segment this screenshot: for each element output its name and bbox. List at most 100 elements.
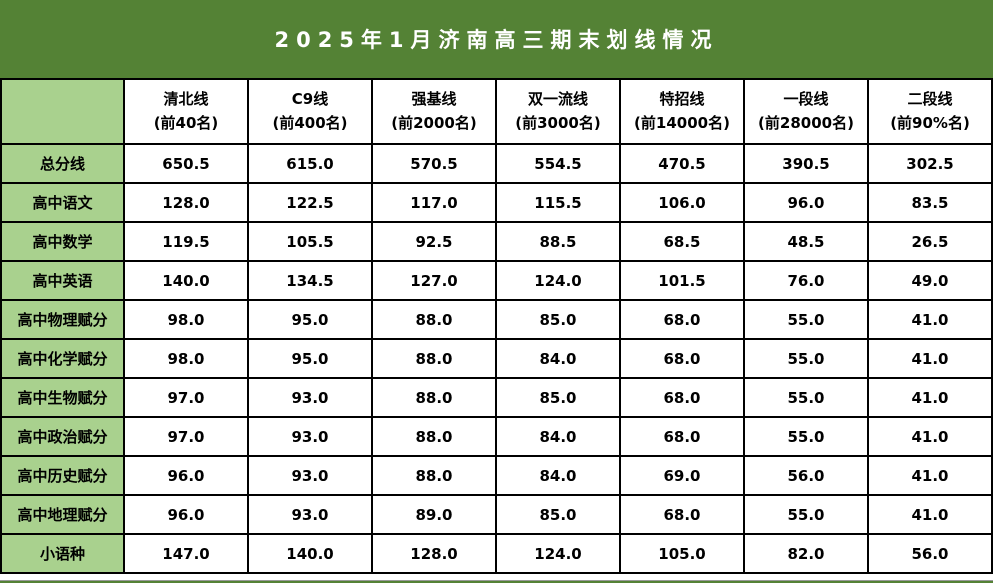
value-cell: 76.0 [743, 260, 869, 301]
value-cell: 98.0 [123, 299, 249, 340]
column-header-label: 强基线 [411, 90, 457, 109]
value-cell: 68.5 [619, 221, 745, 262]
value-cell: 41.0 [867, 377, 993, 418]
value-cell: 128.0 [123, 182, 249, 223]
row-label: 高中生物赋分 [0, 377, 125, 418]
row-label: 高中化学赋分 [0, 338, 125, 379]
value-cell: 88.0 [371, 455, 497, 496]
value-cell: 106.0 [619, 182, 745, 223]
value-cell: 92.5 [371, 221, 497, 262]
value-cell: 84.0 [495, 416, 621, 457]
value-cell: 68.0 [619, 416, 745, 457]
value-cell: 101.5 [619, 260, 745, 301]
value-cell: 48.5 [743, 221, 869, 262]
value-cell: 93.0 [247, 416, 373, 457]
row-label: 高中历史赋分 [0, 455, 125, 496]
value-cell: 88.5 [495, 221, 621, 262]
column-header-label: C9线 [291, 90, 329, 109]
column-header-label: 二段线 [907, 90, 953, 109]
column-header-rank: (前400名) [272, 113, 348, 132]
row-label: 高中数学 [0, 221, 125, 262]
value-cell: 93.0 [247, 455, 373, 496]
value-cell: 570.5 [371, 143, 497, 184]
column-header-rank: (前40名) [153, 113, 219, 132]
value-cell: 98.0 [123, 338, 249, 379]
value-cell: 88.0 [371, 338, 497, 379]
value-cell: 96.0 [123, 494, 249, 535]
row-label: 总分线 [0, 143, 125, 184]
value-cell: 115.5 [495, 182, 621, 223]
page-title: 2025年1月济南高三期末划线情况 [274, 28, 719, 52]
row-label: 高中物理赋分 [0, 299, 125, 340]
value-cell: 83.5 [867, 182, 993, 223]
title-bar: 2025年1月济南高三期末划线情况 [0, 0, 993, 78]
value-cell: 41.0 [867, 299, 993, 340]
value-cell: 105.5 [247, 221, 373, 262]
column-header: 一段线 (前28000名) [743, 78, 869, 145]
value-cell: 390.5 [743, 143, 869, 184]
value-cell: 68.0 [619, 377, 745, 418]
value-cell: 84.0 [495, 455, 621, 496]
value-cell: 95.0 [247, 299, 373, 340]
value-cell: 88.0 [371, 377, 497, 418]
value-cell: 88.0 [371, 299, 497, 340]
column-header-rank: (前3000名) [515, 113, 601, 132]
value-cell: 470.5 [619, 143, 745, 184]
table-row: 高中生物赋分 97.0 93.0 88.0 85.0 68.0 55.0 41.0 [0, 377, 993, 418]
value-cell: 117.0 [371, 182, 497, 223]
value-cell: 96.0 [123, 455, 249, 496]
value-cell: 41.0 [867, 338, 993, 379]
value-cell: 105.0 [619, 533, 745, 574]
table-header: 清北线 (前40名) C9线 (前400名) 强基线 (前2000名) 双一流线 (前3000… [0, 78, 993, 145]
value-cell: 89.0 [371, 494, 497, 535]
column-header: C9线 (前400名) [247, 78, 373, 145]
table-row: 高中语文 128.0 122.5 117.0 115.5 106.0 96.0 83.5 [0, 182, 993, 223]
column-header-label: 特招线 [659, 90, 705, 109]
table-row: 总分线 650.5 615.0 570.5 554.5 470.5 390.5 302.5 [0, 143, 993, 184]
value-cell: 119.5 [123, 221, 249, 262]
value-cell: 650.5 [123, 143, 249, 184]
value-cell: 134.5 [247, 260, 373, 301]
value-cell: 69.0 [619, 455, 745, 496]
score-table: 清北线 (前40名) C9线 (前400名) 强基线 (前2000名) 双一流线 (前3000… [0, 78, 993, 574]
value-cell: 127.0 [371, 260, 497, 301]
value-cell: 147.0 [123, 533, 249, 574]
value-cell: 122.5 [247, 182, 373, 223]
column-header: 清北线 (前40名) [123, 78, 249, 145]
value-cell: 140.0 [247, 533, 373, 574]
value-cell: 85.0 [495, 494, 621, 535]
value-cell: 84.0 [495, 338, 621, 379]
value-cell: 55.0 [743, 377, 869, 418]
column-header-rank: (前90%名) [890, 113, 970, 132]
value-cell: 56.0 [743, 455, 869, 496]
value-cell: 49.0 [867, 260, 993, 301]
column-header: 强基线 (前2000名) [371, 78, 497, 145]
row-label: 高中英语 [0, 260, 125, 301]
corner-cell [0, 78, 125, 145]
value-cell: 85.0 [495, 299, 621, 340]
value-cell: 615.0 [247, 143, 373, 184]
value-cell: 93.0 [247, 494, 373, 535]
value-cell: 97.0 [123, 377, 249, 418]
value-cell: 88.0 [371, 416, 497, 457]
value-cell: 82.0 [743, 533, 869, 574]
table-row: 高中地理赋分 96.0 93.0 89.0 85.0 68.0 55.0 41.0 [0, 494, 993, 535]
value-cell: 554.5 [495, 143, 621, 184]
value-cell: 56.0 [867, 533, 993, 574]
column-header-label: 双一流线 [527, 90, 588, 109]
partial-next-row [0, 574, 993, 581]
table-row: 高中化学赋分 98.0 95.0 88.0 84.0 68.0 55.0 41.0 [0, 338, 993, 379]
value-cell: 41.0 [867, 494, 993, 535]
value-cell: 55.0 [743, 416, 869, 457]
value-cell: 55.0 [743, 299, 869, 340]
table-row: 小语种 147.0 140.0 128.0 124.0 105.0 82.0 56.0 [0, 533, 993, 574]
value-cell: 97.0 [123, 416, 249, 457]
value-cell: 26.5 [867, 221, 993, 262]
table-row: 高中政治赋分 97.0 93.0 88.0 84.0 68.0 55.0 41.0 [0, 416, 993, 457]
column-header: 特招线 (前14000名) [619, 78, 745, 145]
value-cell: 96.0 [743, 182, 869, 223]
row-label: 高中政治赋分 [0, 416, 125, 457]
value-cell: 55.0 [743, 494, 869, 535]
column-header: 双一流线 (前3000名) [495, 78, 621, 145]
value-cell: 124.0 [495, 260, 621, 301]
